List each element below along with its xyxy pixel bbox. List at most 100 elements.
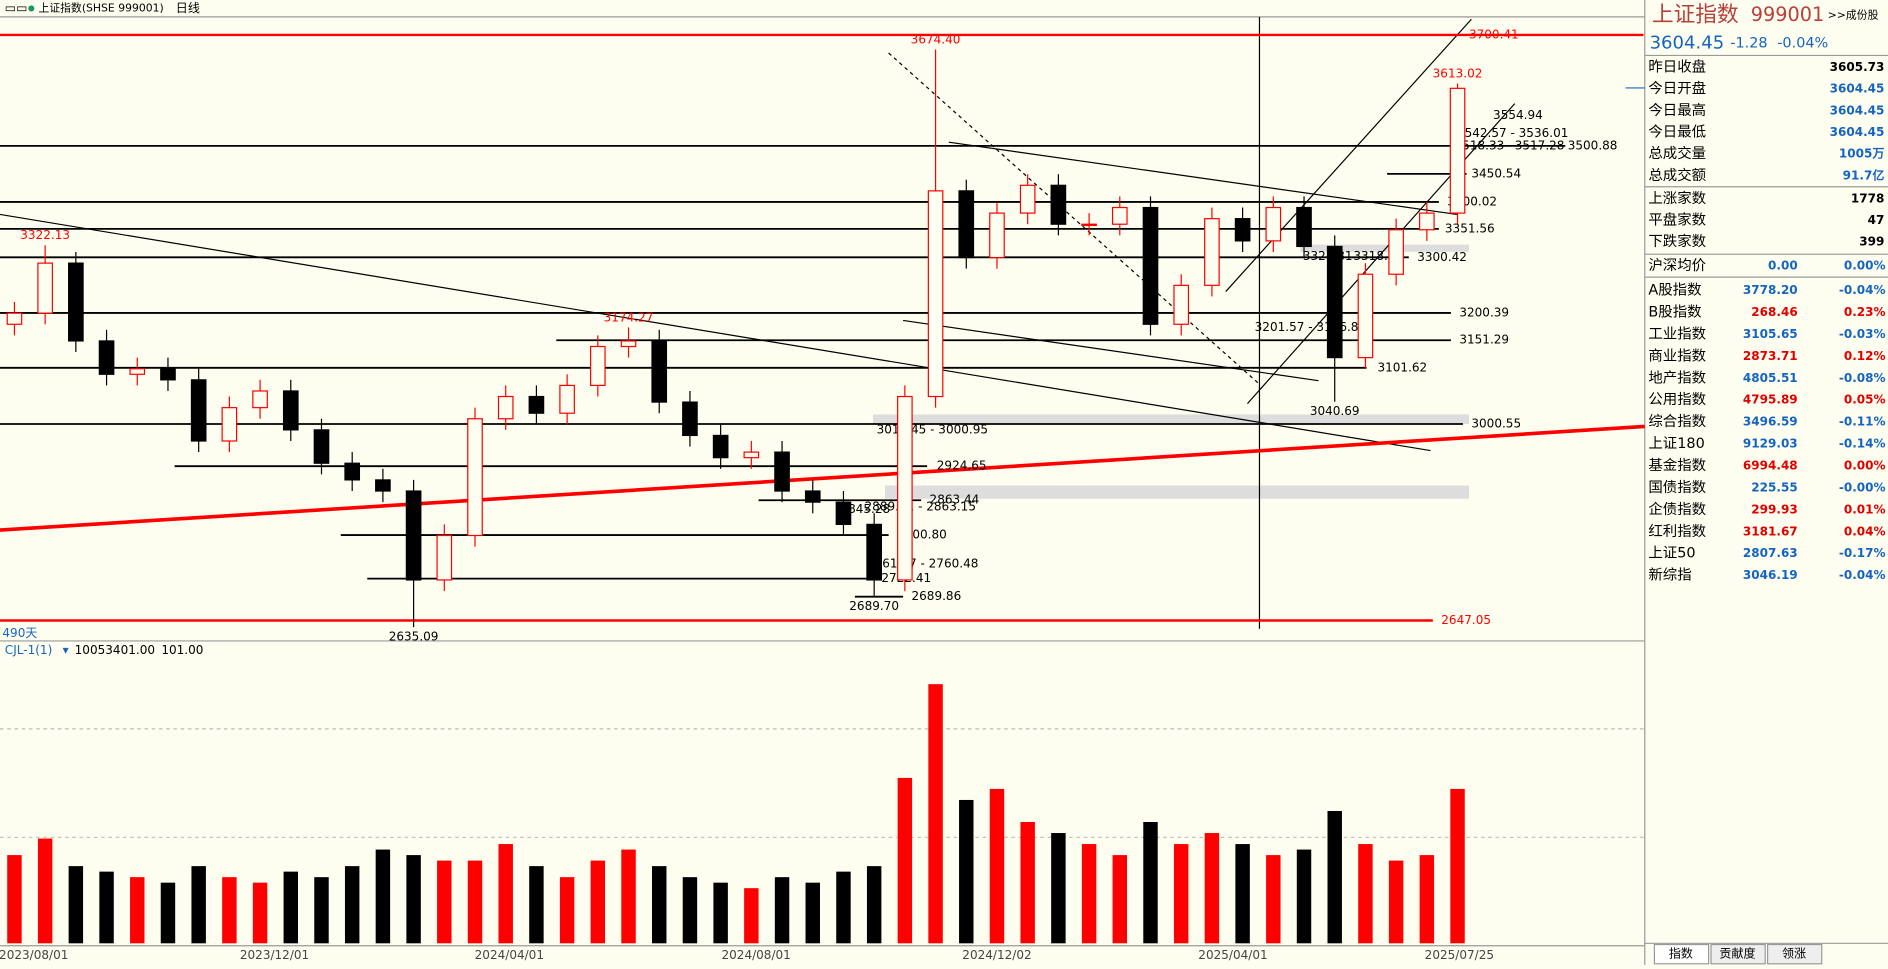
period-selector[interactable]: 日线 <box>176 1 200 15</box>
index-label[interactable]: B股指数 <box>1648 304 1702 321</box>
volume-bar <box>1112 855 1128 944</box>
candle-body <box>1234 218 1251 242</box>
tab[interactable] <box>1710 943 1766 965</box>
index-label[interactable]: 新综指 <box>1648 567 1691 584</box>
index-label[interactable]: 企债指数 <box>1648 501 1706 518</box>
low-label: 2689.70 <box>849 599 899 613</box>
volume-bar <box>559 877 575 944</box>
candle-body <box>651 340 668 403</box>
level-label: 3450.54 <box>1471 166 1521 180</box>
tab-label[interactable]: 贡献度 <box>1719 946 1755 961</box>
candle-body <box>375 479 391 492</box>
volume-bar <box>191 866 206 944</box>
index-pct: 0.00% <box>1844 458 1886 472</box>
level-label: 2689.86 <box>911 589 961 603</box>
volume-bar <box>989 788 1005 944</box>
volume-bar <box>774 877 790 944</box>
volume-bar <box>252 882 268 944</box>
annotation: 2889.01 - 2863.15 <box>865 500 976 514</box>
index-label[interactable]: 基金指数 <box>1648 457 1706 474</box>
candle-body <box>344 462 361 481</box>
index-value: 2873.71 <box>1743 349 1798 363</box>
index-label[interactable]: 上证180 <box>1648 435 1704 452</box>
breadth-label: 下跌家数 <box>1648 233 1706 250</box>
date-label: 2024/12/02 <box>962 948 1031 962</box>
low-label: 2635.09 <box>389 629 439 643</box>
index-value: 3496.59 <box>1743 415 1798 429</box>
index-value: 4795.89 <box>1743 393 1798 407</box>
candle-body <box>774 451 790 492</box>
candle-body <box>221 407 238 442</box>
candle-body <box>559 384 575 414</box>
index-label[interactable]: 上证50 <box>1648 545 1695 562</box>
candle-body <box>129 368 146 375</box>
level-label: 3101.62 <box>1377 360 1427 374</box>
level-label: 2863.44 <box>930 493 980 507</box>
candle-body <box>958 190 975 259</box>
trend-line <box>902 319 1319 382</box>
volume-bar <box>1173 844 1189 944</box>
indicator-name[interactable]: CJL-1(1) <box>5 643 52 657</box>
candle-body <box>1111 206 1128 225</box>
breadth-label: 上涨家数 <box>1648 190 1706 207</box>
quote-value: 91.7亿 <box>1843 167 1885 182</box>
index-pct: -0.03% <box>1839 327 1886 341</box>
symbol: 上证指数(SHSE 999001) <box>39 0 164 14</box>
panel-change: -1.28 <box>1730 35 1767 51</box>
volume-bar <box>437 860 452 944</box>
candle-body <box>68 262 84 342</box>
quote-value: 3605.73 <box>1830 60 1885 74</box>
candle-body <box>282 390 299 431</box>
tab-label[interactable]: 指数 <box>1669 946 1693 961</box>
volume-bar <box>1450 788 1465 944</box>
candle-body <box>405 490 422 581</box>
index-label[interactable]: 红利指数 <box>1648 523 1706 540</box>
candle-body <box>160 368 176 381</box>
index-label[interactable]: 国债指数 <box>1648 479 1706 496</box>
index-value: 0.00 <box>1768 259 1798 273</box>
level-label: 3151.29 <box>1459 333 1509 347</box>
date-label: 2025/07/25 <box>1425 948 1494 962</box>
volume-bar <box>1204 833 1220 944</box>
index-label[interactable]: A股指数 <box>1648 282 1702 299</box>
level-label: 3200.39 <box>1459 305 1509 319</box>
level-label: 2924.65 <box>937 459 987 473</box>
candle-body <box>743 451 760 459</box>
candle-body <box>1326 245 1343 359</box>
index-label[interactable]: 工业指数 <box>1648 325 1706 342</box>
annotation: 2761.37 - 2760.48 <box>867 556 978 570</box>
index-pct: 0.00% <box>1844 259 1886 273</box>
index-value: 3105.65 <box>1743 327 1798 341</box>
annotation: 3201.57 - 3186.81 <box>1255 320 1366 334</box>
candle-body <box>528 395 545 414</box>
index-label[interactable]: 商业指数 <box>1648 347 1706 364</box>
zone <box>872 414 1469 425</box>
candle-body <box>1050 184 1067 225</box>
volume-bar <box>498 844 513 944</box>
volume-bar <box>1388 860 1404 944</box>
status-dot <box>28 5 35 12</box>
index-label[interactable]: 公用指数 <box>1648 391 1706 408</box>
candle-body <box>927 190 944 398</box>
candle-body <box>313 429 330 464</box>
quote-label: 总成交量 <box>1648 144 1706 162</box>
candle-body <box>590 345 606 387</box>
index-value: 3181.67 <box>1743 524 1798 538</box>
breadth-value: 399 <box>1859 235 1884 249</box>
candle-body <box>1296 206 1312 248</box>
index-value: 4805.51 <box>1743 371 1798 385</box>
index-label[interactable]: 地产指数 <box>1648 369 1706 386</box>
annotation: 3542.57 - 3536.01 <box>1457 126 1568 140</box>
index-label[interactable]: 综合指数 <box>1648 413 1706 430</box>
constituents-link[interactable]: >>成份股 <box>1828 9 1879 22</box>
tab-label[interactable]: 领涨 <box>1782 946 1806 961</box>
tab[interactable] <box>1653 943 1710 965</box>
index-value: 2807.63 <box>1743 546 1798 560</box>
indicator-arrow[interactable]: ▾ <box>63 643 69 657</box>
quote-label: 昨日收盘 <box>1648 57 1706 75</box>
date-label: 2023/12/01 <box>240 948 309 962</box>
candle-body <box>190 379 207 442</box>
tab[interactable] <box>1766 943 1823 965</box>
candle-body <box>1419 212 1435 231</box>
indicator-value: 10053401.00 <box>75 643 155 657</box>
